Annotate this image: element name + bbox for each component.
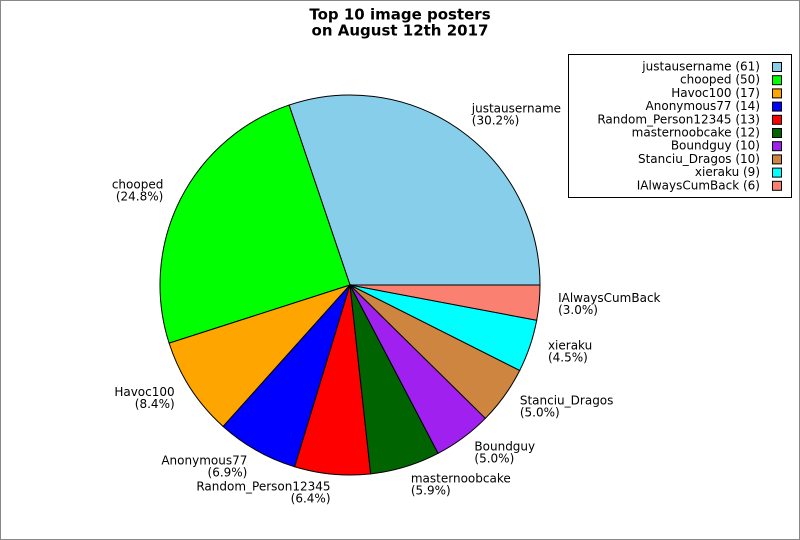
legend-swatch [772,62,782,72]
slice-percent: (5.0%) [520,405,560,419]
legend-swatch [772,88,782,99]
slice-percent: (5.9%) [411,483,451,497]
slice-label: Havoc100 [114,385,174,399]
legend-swatch [772,114,782,125]
legend-swatch [772,128,782,138]
slice-label: justausername [471,102,561,116]
legend-label: Havoc100 (17) [671,86,760,100]
legend-label: Boundguy (10) [671,139,760,153]
slice-percent: (4.5%) [548,351,588,365]
slice-label: IAlwaysCumBack [558,291,660,305]
legend-label: xieraku (9) [695,165,760,179]
pie-slice [159,104,351,344]
slice-label: chooped [112,177,164,191]
slice-percent: (3.0%) [558,303,598,317]
slice-label: Anonymous77 [161,454,247,468]
slice-percent: (24.8%) [116,189,163,203]
legend-label: Random_Person12345 (13) [597,112,760,126]
pie-slice [288,94,541,286]
legend-label: chooped (50) [680,73,760,87]
slice-label: Random_Person12345 [196,480,330,494]
legend-label: masternoobcake (12) [632,126,760,140]
legend-label: IAlwaysCumBack (6) [637,178,760,192]
pie-slice [349,284,541,321]
legend-swatch [772,141,782,152]
legend-box [568,54,792,198]
slice-percent: (6.9%) [208,466,248,480]
chart-title: on August 12th 2017 [312,22,489,40]
slice-percent: (5.0%) [474,451,514,465]
slice-label: xieraku [548,339,592,353]
legend-swatch [772,180,782,191]
chart-title: Top 10 image posters [309,6,490,24]
slice-label: masternoobcake [411,471,511,485]
legend-swatch [772,154,782,165]
slice-percent: (30.2%) [472,114,519,128]
legend-label: Stanciu_Dragos (10) [638,152,760,166]
legend-label: justausername (61) [641,60,760,74]
slice-percent: (6.4%) [291,492,331,506]
slice-label: Boundguy [474,439,535,453]
legend-label: Anonymous77 (14) [646,99,760,113]
legend-swatch [772,167,782,178]
slice-percent: (8.4%) [135,397,175,411]
legend-swatch [772,101,782,112]
slice-label: Stanciu_Dragos [520,393,614,407]
pie-slice [168,283,352,428]
legend-swatch [772,75,782,86]
